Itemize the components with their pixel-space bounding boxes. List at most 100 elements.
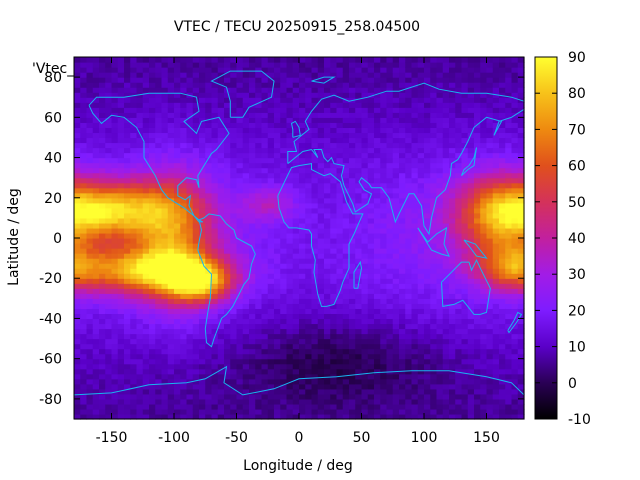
heatmap-cell — [292, 403, 300, 410]
heatmap-cell — [399, 353, 406, 360]
heatmap-cell — [486, 72, 494, 78]
heatmap-cell — [486, 112, 494, 118]
heatmap-cell — [199, 388, 206, 395]
heatmap-cell — [199, 72, 206, 78]
heatmap-cell — [292, 172, 300, 179]
heatmap-cell — [417, 117, 425, 123]
heatmap-cell — [117, 273, 125, 279]
heatmap-cell — [455, 333, 463, 340]
heatmap-cell — [461, 383, 469, 390]
heatmap-cell — [461, 182, 469, 189]
heatmap-cell — [461, 353, 469, 360]
heatmap-cell — [474, 328, 481, 335]
heatmap-cell — [355, 358, 363, 365]
heatmap-cell — [474, 393, 481, 400]
heatmap-cell — [399, 82, 406, 88]
heatmap-cell — [449, 132, 456, 139]
heatmap-cell — [392, 328, 400, 335]
heatmap-cell — [292, 87, 300, 93]
heatmap-cell — [405, 82, 413, 88]
heatmap-cell — [461, 217, 469, 224]
heatmap-cell — [274, 298, 281, 304]
heatmap-cell — [349, 152, 356, 159]
heatmap-cell — [230, 278, 238, 284]
heatmap-cell — [355, 373, 363, 380]
heatmap-cell — [92, 122, 100, 128]
heatmap-cell — [499, 167, 506, 174]
heatmap-cell — [130, 167, 138, 174]
heatmap-cell — [224, 97, 231, 103]
heatmap-cell — [367, 102, 375, 108]
heatmap-cell — [374, 253, 381, 259]
heatmap-cell — [392, 348, 400, 355]
heatmap-cell — [324, 408, 331, 415]
heatmap-cell — [367, 283, 375, 289]
heatmap-cell — [324, 308, 331, 315]
heatmap-cell — [199, 338, 206, 345]
heatmap-cell — [336, 328, 344, 335]
heatmap-cell — [442, 172, 450, 179]
heatmap-cell — [161, 122, 169, 128]
heatmap-cell — [317, 333, 325, 340]
heatmap-cell — [461, 338, 469, 345]
heatmap-cell — [411, 403, 419, 410]
heatmap-cell — [274, 67, 281, 73]
heatmap-cell — [274, 268, 281, 274]
heatmap-cell — [436, 222, 444, 229]
heatmap-cell — [255, 102, 263, 108]
heatmap-cell — [186, 67, 194, 73]
heatmap-cell — [192, 253, 200, 259]
heatmap-cell — [361, 253, 369, 259]
heatmap-cell — [317, 172, 325, 179]
heatmap-cell — [474, 97, 481, 103]
heatmap-cell — [436, 102, 444, 108]
heatmap-cell — [80, 157, 88, 164]
heatmap-cell — [130, 112, 138, 118]
heatmap-cell — [492, 82, 500, 88]
heatmap-cell — [299, 248, 306, 254]
heatmap-cell — [374, 107, 381, 113]
heatmap-cell — [174, 112, 181, 118]
heatmap-cell — [211, 253, 219, 259]
heatmap-cell — [349, 283, 356, 289]
heatmap-cell — [317, 112, 325, 118]
heatmap-cell — [436, 97, 444, 103]
heatmap-cell — [467, 288, 475, 294]
heatmap-cell — [305, 323, 313, 330]
heatmap-cell — [74, 273, 81, 279]
heatmap-cell — [261, 202, 269, 209]
heatmap-cell — [211, 192, 219, 199]
heatmap-cell — [267, 67, 275, 73]
heatmap-cell — [374, 72, 381, 78]
heatmap-cell — [499, 333, 506, 340]
heatmap-cell — [236, 222, 244, 229]
heatmap-cell — [367, 318, 375, 325]
heatmap-cell — [274, 273, 281, 279]
heatmap-cell — [449, 212, 456, 219]
heatmap-cell — [236, 177, 244, 184]
heatmap-cell — [380, 152, 388, 159]
heatmap-cell — [205, 393, 213, 400]
heatmap-cell — [111, 238, 119, 244]
heatmap-cell — [155, 227, 163, 234]
heatmap-cell — [424, 278, 431, 284]
heatmap-cell — [174, 137, 181, 144]
heatmap-cell — [199, 172, 206, 179]
heatmap-cell — [292, 167, 300, 174]
heatmap-cell — [261, 358, 269, 365]
heatmap-cell — [186, 283, 194, 289]
heatmap-cell — [149, 358, 156, 365]
heatmap-cell — [199, 278, 206, 284]
heatmap-cell — [467, 207, 475, 214]
heatmap-cell — [499, 343, 506, 350]
heatmap-cell — [149, 207, 156, 214]
heatmap-cell — [392, 398, 400, 405]
heatmap-cell — [249, 383, 256, 390]
heatmap-cell — [486, 263, 494, 269]
heatmap-cell — [424, 323, 431, 330]
heatmap-cell — [80, 308, 88, 315]
heatmap-cell — [142, 87, 150, 93]
heatmap-cell — [492, 368, 500, 375]
heatmap-cell — [317, 248, 325, 254]
heatmap-cell — [480, 157, 488, 164]
